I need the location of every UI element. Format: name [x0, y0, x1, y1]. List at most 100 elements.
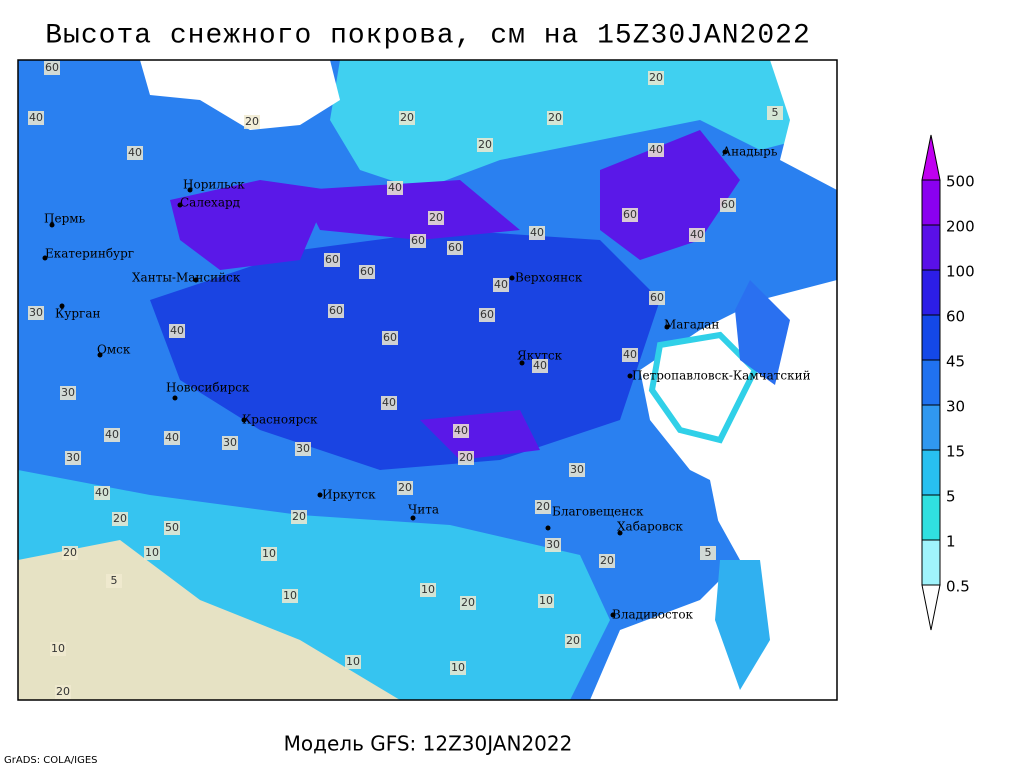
- colorbar-box: [921, 359, 941, 406]
- contour-label-box: [565, 634, 581, 648]
- city-dot: [410, 515, 416, 521]
- contour-label: 20: [245, 115, 259, 128]
- contour-label: 20: [536, 500, 550, 513]
- contour-label-box: [169, 324, 185, 338]
- contour-label: 60: [45, 61, 59, 74]
- city-dot: [317, 492, 323, 498]
- contour-label-box: [689, 228, 705, 242]
- contour-label-box: [60, 386, 76, 400]
- contour-label-box: [447, 241, 463, 255]
- contour-label: 60: [329, 304, 343, 317]
- colorbar-box: [921, 179, 941, 226]
- contour-label-box: [453, 424, 469, 438]
- contour-label-box: [328, 304, 344, 318]
- contour-label: 60: [383, 331, 397, 344]
- contour-label: 20: [649, 71, 663, 84]
- contour-label: 20: [113, 512, 127, 525]
- city-layer: Анадырь Норильск Салехард Пермь Екатеринбург…: [42, 145, 811, 622]
- colorbar: 500 200 100 60 45 30 15 5 1 0.5: [921, 134, 975, 631]
- contour-label: 40: [170, 324, 184, 337]
- city-dot: [617, 530, 623, 536]
- city-dot: [97, 352, 103, 358]
- map-frame: [17, 59, 838, 701]
- contour-label-box: [282, 589, 298, 603]
- map: [17, 59, 838, 701]
- colorbar-box: [921, 494, 941, 541]
- city-dot: [177, 202, 183, 208]
- contour-label-box: [104, 428, 120, 442]
- contour-label: 30: [546, 538, 560, 551]
- contour-label-box: [420, 583, 436, 597]
- city-label: Пермь: [44, 212, 86, 226]
- colorbar-label: 0.5: [946, 578, 970, 596]
- contour-label: 10: [283, 589, 297, 602]
- contour-label-box: [144, 546, 160, 560]
- city-label: Норильск: [183, 178, 245, 192]
- contour-label: 40: [29, 111, 43, 124]
- sea: [140, 60, 340, 130]
- contour-label: 40: [649, 143, 663, 156]
- city-label: Курган: [55, 307, 100, 321]
- contour-label-box: [94, 486, 110, 500]
- contour-label: 30: [296, 442, 310, 455]
- city-dot: [519, 360, 525, 366]
- title: Высота снежного покрова, см на 15Z30JAN2…: [45, 20, 811, 51]
- contour-label: 60: [411, 234, 425, 247]
- city-label: Ханты-Мансийск: [132, 271, 241, 285]
- contour-label: 5: [705, 546, 712, 559]
- contour-label: 40: [128, 146, 142, 159]
- city-dot: [610, 612, 616, 618]
- contour-label-box: [295, 442, 311, 456]
- contour-label-box: [450, 661, 466, 675]
- contour-label: 30: [570, 463, 584, 476]
- contour-label-box: [28, 111, 44, 125]
- contour-label-box: [261, 547, 277, 561]
- model-caption: Модель GFS: 12Z30JAN2022: [284, 732, 573, 756]
- contour-label: 20: [398, 481, 412, 494]
- city-label: Магадан: [664, 318, 719, 332]
- contour-label: 60: [325, 253, 339, 266]
- city-dot: [49, 222, 55, 228]
- contour-label: 40: [454, 424, 468, 437]
- contour-label-box: [387, 181, 403, 195]
- kamchatka: [735, 280, 790, 385]
- contour-label-box: [62, 546, 78, 560]
- japan: [715, 560, 770, 690]
- contour-label-box: [493, 278, 509, 292]
- colorbar-bottom: [921, 584, 941, 631]
- contour-label-box: [458, 451, 474, 465]
- okhotsk-sea: [648, 331, 759, 444]
- contour-label: 40: [165, 431, 179, 444]
- contour-label: 40: [623, 348, 637, 361]
- city-label: Омск: [97, 343, 131, 357]
- credit: GrADS: COLA/IGES: [4, 755, 98, 766]
- city-label: Салехард: [180, 196, 240, 210]
- contour-label-box: [381, 396, 397, 410]
- contour-label: 20: [600, 554, 614, 567]
- contour-label-box: [529, 226, 545, 240]
- colorbar-box: [921, 404, 941, 451]
- colorbar-label: 500: [946, 173, 975, 191]
- colorbar-label: 100: [946, 263, 975, 281]
- contour-label-box: [112, 512, 128, 526]
- contour-label: 20: [566, 634, 580, 647]
- contour-label: 30: [223, 436, 237, 449]
- contour-label: 20: [56, 685, 70, 698]
- city-dot: [193, 277, 199, 283]
- contour-label: 20: [63, 546, 77, 559]
- city-dot: [172, 395, 178, 401]
- city-dot: [722, 149, 728, 155]
- contour-label-box: [345, 655, 361, 669]
- contour-label-box: [599, 554, 615, 568]
- sea: [770, 60, 837, 190]
- colorbar-box: [921, 314, 941, 361]
- contour-label-box: [324, 253, 340, 267]
- sakhalin: [680, 470, 720, 560]
- contour-label-box: [50, 642, 66, 656]
- contour-label: 10: [145, 546, 159, 559]
- contour-label: 10: [451, 661, 465, 674]
- city-label: Петропавловск-Камчатский: [632, 369, 811, 383]
- contour-label: 10: [421, 583, 435, 596]
- contour-label: 10: [346, 655, 360, 668]
- city-label: Якутск: [517, 349, 563, 363]
